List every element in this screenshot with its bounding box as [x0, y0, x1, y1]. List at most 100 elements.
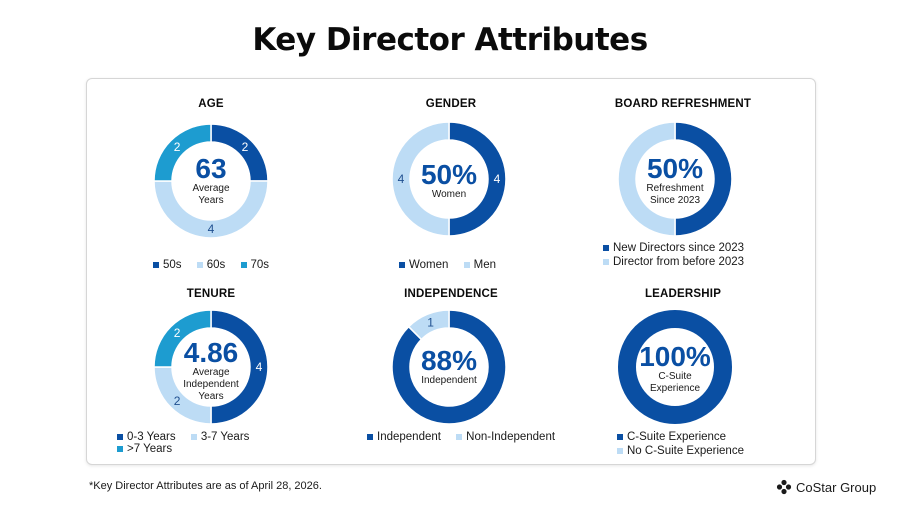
legend-label: Non-Independent [466, 431, 556, 443]
donut-segment-label: 2 [174, 394, 181, 408]
sub-line-3-tenure: Years [198, 391, 224, 402]
donut-tenure: 4 2 2 [153, 309, 269, 425]
sub-line-2-tenure: Independent [183, 379, 239, 390]
panel-independence: INDEPENDENCE 1 88% Independent Independe… [331, 283, 571, 473]
legend-swatch [190, 434, 197, 440]
big-number-gender: 50% [420, 159, 478, 190]
sub-line-2-age: Years [198, 195, 224, 206]
sub-line-1-gender: Women [431, 189, 467, 200]
legend-swatch [617, 448, 623, 454]
panel-leadership: LEADERSHIP 100% C-Suite Experience C-Sui… [563, 283, 803, 473]
legend-label: New Directors since 2023 [613, 242, 745, 254]
legend-label: 70s [250, 259, 270, 271]
legend-item: Women [399, 259, 448, 271]
donut-segment-label: 1 [427, 316, 434, 330]
legend-swatch [603, 245, 609, 251]
legend-item: Independent [367, 431, 441, 443]
legend-item: Non-Independent [456, 431, 555, 443]
legend-label: No C-Suite Experience [627, 445, 744, 457]
panel-title-independence: INDEPENDENCE [404, 288, 498, 300]
legend-item: 50s [153, 259, 182, 271]
legend-swatch [603, 259, 609, 265]
donut-segment-1 [617, 121, 676, 237]
legend-swatch [399, 262, 405, 268]
costar-star-logo-icon [776, 479, 792, 495]
legend-item: 70s [240, 259, 270, 271]
attributes-card: AGE 2 4 2 63 Average Years 50s 60s 70s GEN… [86, 78, 816, 465]
sub-line-1-age: Average [192, 183, 230, 194]
center-board-refreshment: 50% Refreshment Since 2023 [625, 155, 725, 207]
donut-segment-0 [391, 309, 507, 425]
legend-item: C-Suite Experience [617, 431, 744, 443]
legend-swatch [617, 434, 623, 440]
sub-line-1-tenure: Average [192, 367, 230, 378]
sub-line-1-independence: Independent [421, 375, 477, 386]
legend-label: C-Suite Experience [627, 431, 727, 443]
donut-age: 2 4 2 [153, 123, 269, 239]
legend-item: 3-7 Years [190, 431, 250, 443]
legend-label: Director from before 2023 [613, 256, 745, 268]
costar-logo: CoStar Group [776, 479, 876, 495]
page-title: Key Director Attributes [252, 22, 648, 58]
legend-swatch [117, 446, 123, 452]
legend-swatch [456, 434, 463, 440]
legend-label: 0-3 Years [127, 431, 176, 443]
legend-item: Director from before 2023 [603, 256, 744, 268]
legend-swatch [367, 434, 373, 440]
donut-segment-label: 4 [208, 222, 215, 236]
panel-board-refreshment: BOARD REFRESHMENT 50% Refreshment Since … [563, 93, 803, 283]
legend-swatch [153, 262, 159, 268]
legend-gender: Women Men [399, 259, 508, 271]
donut-segment-label: 2 [174, 140, 181, 154]
donut-segment-label: 2 [174, 326, 181, 340]
donut-segment-2 [153, 309, 212, 368]
sub-line-1-leadership: C-Suite [658, 371, 692, 382]
center-age: 63 Average Years [161, 155, 261, 207]
legend-swatch [240, 262, 247, 268]
big-number-age: 63 [195, 153, 227, 184]
legend-tenure: 0-3 Years 3-7 Years >7 Years [117, 431, 331, 455]
donut-segment-label: 2 [242, 140, 249, 154]
center-gender: 50% Women [399, 161, 499, 201]
legend-label: Women [409, 259, 449, 271]
panel-title-age: AGE [198, 98, 224, 110]
legend-label: Men [473, 259, 496, 271]
footnote: *Key Director Attributes are as of April… [89, 480, 322, 492]
panel-title-tenure: TENURE [186, 288, 236, 300]
donut-segment-0 [674, 121, 733, 237]
legend-age: 50s 60s 70s [153, 259, 281, 271]
big-number-tenure: 4.86 [183, 337, 239, 368]
legend-label: 60s [206, 259, 226, 271]
legend-swatch [196, 262, 203, 268]
panel-title-board-refreshment: BOARD REFRESHMENT [614, 98, 752, 110]
donut-segment-0 [210, 309, 269, 425]
legend-independence: Independent Non-Independent [367, 431, 567, 443]
donut-segment-1 [153, 180, 269, 239]
panel-title-gender: GENDER [425, 98, 477, 110]
legend-item: New Directors since 2023 [603, 242, 744, 254]
center-independence: 88% Independent [399, 347, 499, 387]
donut-segment-label: 4 [256, 360, 263, 374]
donut-independence: 1 [391, 309, 507, 425]
donut-leadership [618, 310, 732, 424]
legend-item: >7 Years [117, 443, 172, 455]
legend-swatch [117, 434, 123, 440]
panel-tenure: TENURE 4 2 2 4.86 Average Independent Year… [91, 283, 331, 473]
sub-line-2-board-refreshment: Since 2023 [649, 195, 701, 206]
center-leadership: 100% C-Suite Experience [625, 343, 725, 395]
panel-title-leadership: LEADERSHIP [644, 288, 722, 300]
center-tenure: 4.86 Average Independent Years [161, 339, 261, 403]
donut-gender: 44 [391, 121, 507, 237]
donut-segment-0 [618, 310, 732, 424]
donut-board-refreshment [617, 121, 733, 237]
legend-label: >7 Years [127, 443, 173, 455]
legend-item: 60s [196, 259, 226, 271]
donut-segment-2 [153, 123, 212, 182]
legend-label: Independent [377, 431, 441, 443]
legend-label: 3-7 Years [200, 431, 250, 443]
donut-segment-label: 4 [494, 172, 501, 186]
big-number-independence: 88% [420, 345, 478, 376]
big-number-leadership: 100% [639, 341, 711, 372]
legend-board-refreshment: New Directors since 2023 Director from b… [603, 242, 744, 270]
